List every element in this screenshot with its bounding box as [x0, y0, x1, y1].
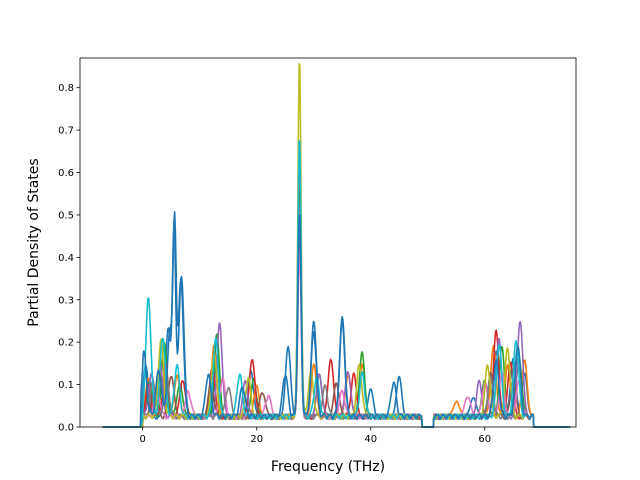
- y-tick-label: 0.2: [58, 338, 74, 349]
- x-tick-label: 60: [478, 434, 491, 445]
- ticks-layer: 0 20 40 60 0.0 0.1 0.2 0.3 0.4 0.5 0.6 0.7 0.8: [58, 83, 491, 445]
- y-tick-label: 0.7: [58, 126, 74, 137]
- y-tick-label: 0.6: [58, 168, 74, 179]
- x-tick-label: 0: [140, 434, 146, 445]
- plot-frame: [79, 57, 577, 428]
- y-tick-label: 0.3: [58, 295, 74, 306]
- x-tick-label: 20: [250, 434, 263, 445]
- pdos-series-11: [102, 211, 571, 428]
- y-axis-label: Partial Density of States: [26, 158, 42, 326]
- y-tick-label: 0.1: [58, 380, 74, 391]
- x-axis-label: Frequency (THz): [271, 459, 385, 475]
- pdos-series-8: [102, 210, 571, 428]
- pdos-series-10: [102, 140, 571, 428]
- y-tick-label: 0.8: [58, 83, 74, 94]
- series-layer: [102, 62, 571, 428]
- y-tick-label: 0.5: [58, 210, 74, 221]
- y-tick-label: 0.0: [58, 423, 74, 434]
- y-tick-label: 0.4: [58, 253, 74, 264]
- x-tick-label: 40: [364, 434, 377, 445]
